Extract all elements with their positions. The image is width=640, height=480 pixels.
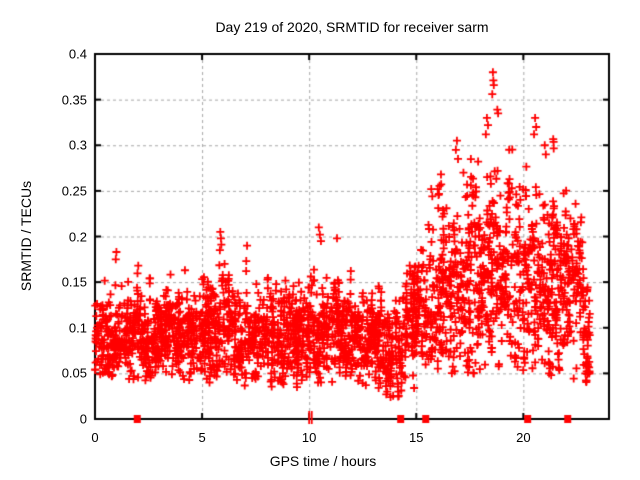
y-tick-label: 0	[79, 411, 87, 427]
x-tick-label: 10	[301, 430, 317, 445]
y-tick-label: 0.2	[68, 229, 87, 244]
x-axis-label: GPS time / hours	[269, 453, 377, 469]
x-tick-label: 5	[198, 430, 206, 445]
x-tick-label: 15	[409, 430, 424, 445]
y-tick-label: 0.3	[68, 137, 87, 153]
x-tick-label: 0	[91, 430, 99, 445]
y-axis-label: SRMTID / TECUs	[18, 180, 34, 292]
y-tick-label: 0.1	[68, 320, 87, 336]
x-tick-label: 20	[516, 430, 531, 445]
y-tick-label: 0.15	[61, 274, 87, 290]
y-tick-label: 0.25	[61, 183, 87, 199]
y-tick-label: 0.4	[68, 46, 87, 62]
chart-title: Day 219 of 2020, SRMTID for receiver sar…	[215, 19, 489, 35]
y-tick-label: 0.05	[61, 365, 87, 381]
y-tick-label: 0.35	[61, 92, 87, 108]
